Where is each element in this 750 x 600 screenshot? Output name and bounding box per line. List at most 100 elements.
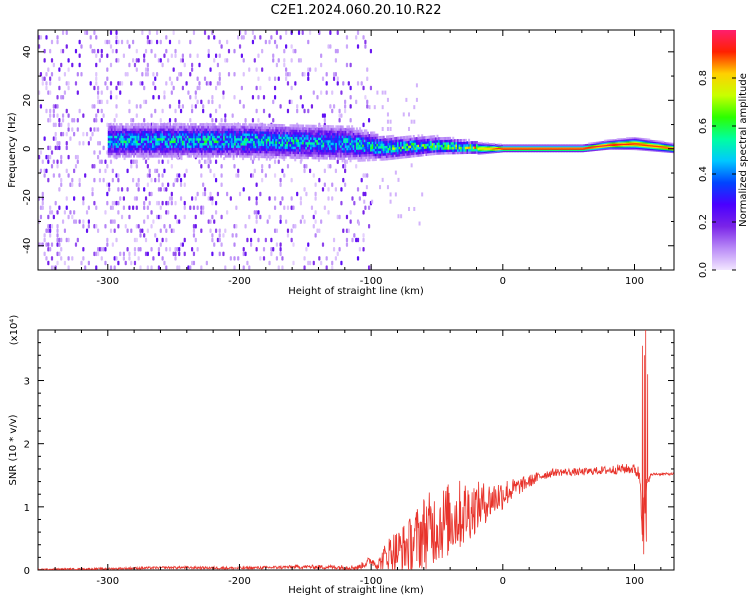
spectrogram-band-cell — [170, 142, 173, 146]
spectrogram-band-cell — [245, 152, 248, 156]
spectrogram-band-cell — [613, 147, 616, 150]
spectrogram-band-cell — [562, 148, 565, 150]
spectrogram-band-cell — [501, 145, 504, 148]
spectrogram-noise-cell — [154, 108, 157, 114]
spectrogram-band-cell — [436, 149, 439, 153]
spectrogram-noise-cell — [316, 228, 319, 234]
spectrogram-band-cell — [445, 146, 448, 150]
spectrogram-band-cell — [202, 132, 205, 136]
spectrogram-band-cell — [120, 137, 123, 141]
spectrogram-band-cell — [210, 137, 213, 141]
spectrogram-band-cell — [202, 127, 205, 131]
spectrogram-band-cell — [145, 149, 148, 153]
spectrogram-noise-cell — [78, 53, 81, 59]
spectrogram-band-cell — [649, 139, 652, 142]
spectrogram-noise-cell — [192, 260, 196, 266]
spectrogram-noise-cell — [124, 71, 127, 77]
spectrogram-band-cell — [245, 132, 248, 136]
spectrogram-band-cell — [161, 149, 164, 153]
spectrogram-band-cell — [520, 148, 523, 150]
spectrogram-noise-cell — [314, 196, 317, 201]
spectrogram-band-cell — [107, 130, 110, 134]
spectrogram-band-cell — [395, 151, 398, 155]
spectrogram-band-cell — [303, 136, 306, 140]
spectrogram-band-cell — [310, 139, 313, 143]
spectrogram-noise-cell — [43, 237, 46, 243]
spectrogram-noise-cell — [65, 205, 68, 211]
spectrogram-band-cell — [261, 135, 264, 139]
spectrogram-band-cell — [537, 150, 540, 153]
spectrogram-band-cell — [145, 147, 148, 151]
spectrogram-band-cell — [208, 154, 211, 158]
spectrogram-noise-cell — [41, 200, 44, 206]
spectrogram-noise-cell — [104, 159, 107, 164]
spectrogram-band-cell — [295, 143, 298, 147]
spectrogram-band-cell — [221, 130, 224, 134]
spectrogram-band-cell — [246, 145, 249, 149]
spectrogram-band-cell — [150, 137, 153, 141]
spectrogram-band-cell — [554, 146, 557, 149]
spectrogram-band-cell — [185, 144, 188, 148]
spectrogram-noise-cell — [168, 104, 172, 109]
spectrogram-band-cell — [253, 123, 256, 127]
spectrogram-band-cell — [317, 151, 320, 155]
spectrogram-band-cell — [611, 143, 614, 145]
spectrogram-band-cell — [246, 154, 249, 158]
spectrogram-band-cell — [442, 151, 445, 155]
spectrogram-band-cell — [126, 123, 129, 127]
spectrogram-band-cell — [596, 145, 599, 148]
spectrogram-band-cell — [229, 135, 232, 139]
spectrogram-band-cell — [490, 148, 493, 150]
spectrogram-band-cell — [638, 146, 641, 149]
spectrogram-band-cell — [259, 145, 262, 149]
spectrogram-band-cell — [483, 145, 486, 147]
spectrogram-band-cell — [150, 154, 153, 158]
spectrogram-band-cell — [231, 123, 234, 127]
spectrogram-band-cell — [243, 128, 246, 132]
spectrogram-band-cell — [270, 123, 273, 127]
spectrogram-band-cell — [400, 150, 403, 154]
spectrogram-band-cell — [531, 145, 534, 148]
spectrogram-band-cell — [637, 147, 640, 150]
spectrogram-band-cell — [321, 144, 324, 148]
spectrogram-noise-cell — [183, 251, 186, 257]
spectrogram-band-cell — [251, 147, 254, 151]
spectrogram-band-cell — [330, 137, 333, 141]
spectrogram-band-cell — [360, 141, 363, 145]
spectrogram-band-cell — [191, 137, 194, 141]
spectrogram-band-cell — [526, 150, 529, 153]
spectrogram-noise-cell — [49, 118, 52, 123]
spectrogram-band-cell — [167, 135, 170, 139]
spectrogram-noise-cell — [297, 30, 301, 35]
spectrogram-band-cell — [630, 147, 633, 149]
spectrogram-band-cell — [580, 150, 583, 153]
spectrogram-band-cell — [117, 144, 120, 148]
spectrogram-noise-cell — [384, 90, 387, 95]
spectrogram-band-cell — [362, 158, 365, 162]
spectrogram-band-cell — [232, 137, 235, 141]
spectrogram-band-cell — [218, 135, 221, 139]
spectrogram-band-cell — [371, 143, 374, 147]
spectrogram-band-cell — [137, 125, 140, 129]
spectrogram-band-cell — [199, 140, 202, 144]
spectrogram-noise-cell — [389, 126, 392, 131]
spectrogram-band-cell — [441, 141, 444, 145]
spectrogram-band-cell — [502, 149, 505, 152]
spectrogram-band-cell — [455, 151, 458, 155]
spectrogram-band-cell — [310, 146, 313, 150]
spectrogram-noise-cell — [106, 164, 109, 169]
spectrogram-noise-cell — [413, 105, 416, 110]
spectrogram-band-cell — [415, 139, 418, 143]
spectrogram-band-cell — [564, 144, 567, 147]
spectrogram-band-cell — [122, 127, 125, 131]
spectrogram-band-cell — [231, 140, 234, 144]
spectrogram-band-cell — [641, 140, 644, 143]
spectrogram-band-cell — [384, 150, 387, 154]
spectrogram-band-cell — [172, 147, 175, 151]
spectrogram-band-cell — [213, 149, 216, 153]
spectrogram-noise-cell — [115, 48, 118, 54]
spectrogram-band-cell — [409, 140, 412, 144]
spectrogram-band-cell — [298, 126, 301, 130]
spectrogram-band-cell — [359, 151, 362, 155]
spectrogram-noise-cell — [369, 85, 373, 91]
